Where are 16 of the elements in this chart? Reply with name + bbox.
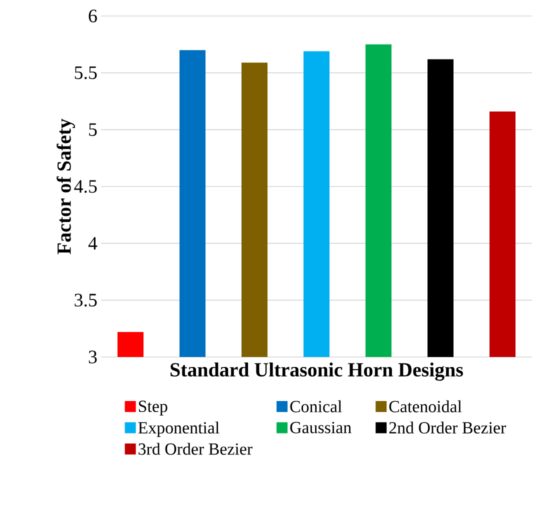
legend-label: Conical	[290, 400, 342, 412]
y-tick-label: 3	[88, 350, 97, 364]
y-tick-label: 4.5	[74, 180, 97, 193]
y-tick-label: 3.5	[74, 294, 97, 307]
legend-label: Exponential	[138, 422, 220, 437]
legend-label: 3rd Order Bezier	[138, 442, 252, 455]
y-tick-label: 5	[89, 123, 97, 136]
legend-label: Gaussian	[290, 422, 352, 434]
x-axis-title: Standard Ultrasonic Horn Designs	[170, 362, 463, 381]
legend-label: Catenoidal	[389, 400, 462, 412]
y-tick-label: 5.5	[74, 66, 97, 80]
legend-label: 2nd Order Bezier	[389, 422, 506, 434]
y-axis-title: Factor of Safety	[56, 118, 75, 254]
y-tick-label: 4	[88, 237, 98, 250]
y-tick-label: 6	[88, 10, 97, 22]
legend-label: Step	[138, 400, 168, 416]
